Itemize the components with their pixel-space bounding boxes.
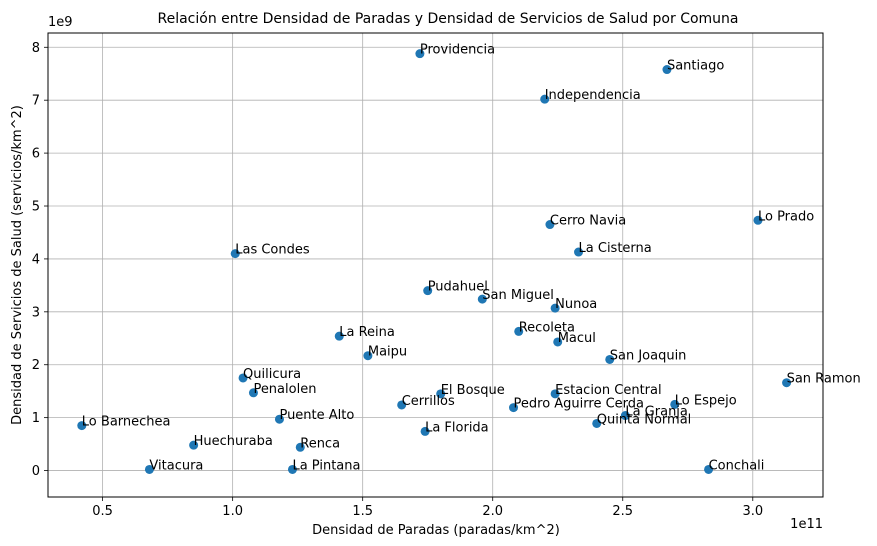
point-label: Cerrillos bbox=[402, 394, 455, 409]
point-label: Quinta Normal bbox=[597, 412, 692, 427]
y-axis-label: Densidad de Servicios de Salud (servicio… bbox=[10, 105, 25, 425]
data-point bbox=[545, 220, 555, 230]
point-label: Puente Alto bbox=[279, 408, 354, 423]
data-point bbox=[670, 399, 680, 409]
point-label: Vitacura bbox=[149, 458, 203, 473]
data-point bbox=[782, 378, 792, 388]
point-label: Macul bbox=[558, 331, 596, 346]
y-axis-ticks: 0 1 2 3 4 5 6 7 8 bbox=[32, 41, 48, 479]
data-point bbox=[704, 464, 714, 474]
y-tick-label: 5 bbox=[32, 200, 40, 215]
point-label: Nunoa bbox=[555, 297, 597, 312]
point-labels: Providencia Santiago Independencia Lo Prado… bbox=[82, 43, 861, 474]
y-tick-label: 8 bbox=[32, 41, 40, 56]
x-multiplier-base: 1e bbox=[790, 517, 806, 532]
data-point bbox=[436, 389, 446, 399]
point-label: La Cisterna bbox=[579, 241, 652, 256]
data-points bbox=[77, 49, 792, 474]
y-tick-label: 2 bbox=[32, 358, 40, 373]
y-tick-label: 0 bbox=[32, 464, 40, 479]
x-axis-multiplier: 1e11 bbox=[790, 517, 823, 532]
data-point bbox=[144, 464, 154, 474]
x-tick-label: 0.5 bbox=[92, 504, 113, 519]
data-point bbox=[248, 388, 258, 398]
data-point bbox=[189, 440, 199, 450]
point-label: San Joaquin bbox=[610, 348, 687, 363]
data-point bbox=[553, 337, 563, 347]
point-label: La Granja bbox=[625, 405, 688, 420]
point-label: El Bosque bbox=[441, 383, 505, 398]
data-point bbox=[620, 411, 630, 421]
point-label: Providencia bbox=[420, 43, 495, 58]
x-tick-label: 2.5 bbox=[612, 504, 633, 519]
point-label: Conchali bbox=[709, 458, 765, 473]
data-point bbox=[509, 403, 519, 413]
point-label: Independencia bbox=[545, 88, 641, 103]
data-point bbox=[550, 303, 560, 313]
point-label: La Reina bbox=[339, 325, 395, 340]
point-label: Quilicura bbox=[243, 367, 301, 382]
grid bbox=[48, 33, 823, 497]
data-point bbox=[423, 286, 433, 296]
point-label: Maipu bbox=[368, 345, 407, 360]
x-axis-ticks: 0.5 1.0 1.5 2.0 2.5 3.0 bbox=[92, 497, 763, 519]
point-label: Santiago bbox=[667, 59, 724, 74]
x-multiplier-exponent: 11 bbox=[806, 517, 823, 532]
y-tick-label: 7 bbox=[32, 94, 40, 109]
data-point bbox=[605, 354, 615, 364]
x-tick-label: 2.0 bbox=[482, 504, 503, 519]
data-point bbox=[230, 249, 240, 259]
point-label: La Pintana bbox=[292, 458, 360, 473]
data-point bbox=[420, 426, 430, 436]
point-label: Las Condes bbox=[235, 243, 310, 258]
x-tick-label: 1.5 bbox=[352, 504, 373, 519]
x-tick-label: 3.0 bbox=[742, 504, 763, 519]
point-label: Penalolen bbox=[253, 382, 316, 397]
x-tick-label: 1.0 bbox=[222, 504, 243, 519]
point-label: La Florida bbox=[425, 420, 489, 435]
data-point bbox=[415, 49, 425, 59]
data-point bbox=[550, 389, 560, 399]
data-point bbox=[592, 418, 602, 428]
point-label: Lo Prado bbox=[758, 209, 814, 224]
point-label: Recoleta bbox=[519, 320, 575, 335]
y-multiplier-base: 1e bbox=[48, 15, 64, 30]
point-label: Pudahuel bbox=[428, 280, 488, 295]
point-label: Estacion Central bbox=[555, 383, 661, 398]
point-label: Renca bbox=[300, 436, 340, 451]
point-label: San Miguel bbox=[482, 288, 554, 303]
data-point bbox=[287, 464, 297, 474]
point-label: San Ramon bbox=[787, 372, 861, 387]
plot-frame bbox=[47, 32, 824, 498]
point-label: Cerro Navia bbox=[550, 214, 626, 229]
data-point bbox=[274, 414, 284, 424]
data-point bbox=[397, 400, 407, 410]
y-tick-label: 1 bbox=[32, 411, 40, 426]
point-label: Lo Espejo bbox=[675, 393, 737, 408]
y-axis-multiplier: 1e9 bbox=[48, 15, 73, 30]
data-point bbox=[477, 294, 487, 304]
data-point bbox=[540, 94, 550, 104]
y-tick-label: 3 bbox=[32, 305, 40, 320]
data-point bbox=[77, 421, 87, 431]
data-point bbox=[753, 215, 763, 225]
chart-title: Relación entre Densidad de Paradas y Den… bbox=[157, 11, 738, 27]
point-label: Pedro Aguirre Cerda bbox=[514, 397, 644, 412]
data-point bbox=[514, 326, 524, 336]
data-point bbox=[662, 65, 672, 75]
data-point bbox=[574, 247, 584, 257]
y-tick-label: 4 bbox=[32, 252, 40, 267]
data-point bbox=[334, 331, 344, 341]
point-label: Huechuraba bbox=[194, 434, 273, 449]
data-point bbox=[363, 351, 373, 361]
point-label: Lo Barnechea bbox=[82, 415, 171, 430]
data-point bbox=[295, 442, 305, 452]
x-axis-label: Densidad de Paradas (paradas/km^2) bbox=[312, 523, 560, 538]
y-multiplier-exponent: 9 bbox=[64, 15, 72, 30]
data-point bbox=[238, 373, 248, 383]
y-tick-label: 6 bbox=[32, 147, 40, 162]
